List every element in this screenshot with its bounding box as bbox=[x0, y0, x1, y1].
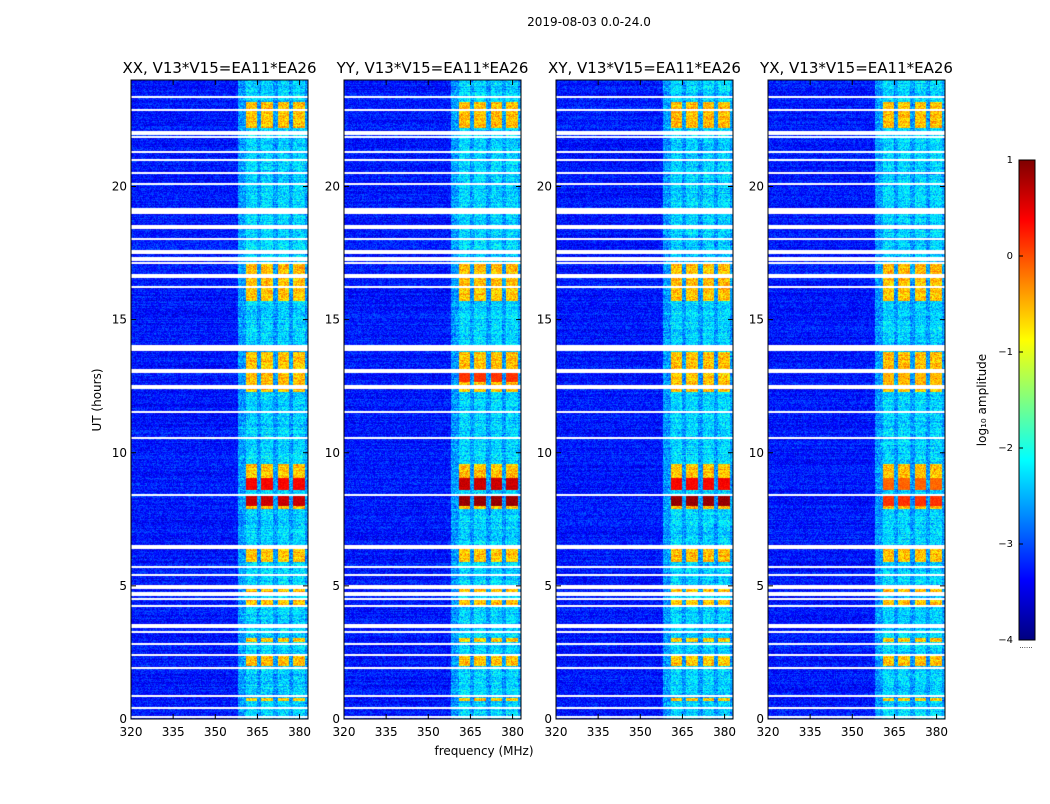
x-tick-label: 335 bbox=[587, 725, 610, 739]
x-tick-label: 380 bbox=[288, 725, 311, 739]
y-axis-label: UT (hours) bbox=[90, 368, 104, 431]
panel-title: XY, V13*V15=EA11*EA26 bbox=[548, 59, 741, 77]
x-tick-label: 365 bbox=[671, 725, 694, 739]
x-tick-label: 350 bbox=[417, 725, 440, 739]
x-tick-label: 380 bbox=[713, 725, 736, 739]
x-tick-label: 365 bbox=[883, 725, 906, 739]
panel-frame bbox=[767, 79, 946, 720]
y-tick-label: 5 bbox=[544, 579, 552, 593]
panel-2: YY, V13*V15=EA11*EA26 320 335 350 365 380 0 5 10… bbox=[325, 59, 529, 739]
y-tick-label: 15 bbox=[325, 313, 340, 327]
panel-frame bbox=[343, 79, 522, 720]
x-tick-label: 335 bbox=[375, 725, 398, 739]
panel-heatmap bbox=[344, 80, 521, 719]
colorbar-ticks: 1 0 −1 −2 −3 −4 bbox=[998, 155, 1023, 646]
y-tick-label: 0 bbox=[544, 712, 552, 726]
y-tick-label: 0 bbox=[332, 712, 340, 726]
y-tick-label: 15 bbox=[112, 313, 127, 327]
colorbar-tick-label: 1 bbox=[1007, 155, 1013, 166]
panel-title: YY, V13*V15=EA11*EA26 bbox=[336, 59, 529, 77]
y-tick-label: 0 bbox=[756, 712, 764, 726]
y-tick-label: 5 bbox=[119, 579, 127, 593]
panel-1: XX, V13*V15=EA11*EA26 320 335 350 365 380 0 5 10… bbox=[112, 59, 317, 739]
x-tick-label: 350 bbox=[204, 725, 227, 739]
y-tick-label: 15 bbox=[537, 313, 552, 327]
y-tick-label: 15 bbox=[749, 313, 764, 327]
x-axis-label: frequency (MHz) bbox=[434, 744, 533, 758]
x-tick-label: 350 bbox=[629, 725, 652, 739]
y-tick-label: 10 bbox=[325, 446, 340, 460]
panel-title: YX, V13*V15=EA11*EA26 bbox=[759, 59, 953, 77]
panel-heatmap bbox=[556, 80, 733, 719]
y-tick-label: 10 bbox=[112, 446, 127, 460]
panels: XX, V13*V15=EA11*EA26 320 335 350 365 380 0 5 10… bbox=[112, 59, 953, 739]
panel-3: XY, V13*V15=EA11*EA26 320 335 350 365 380 0 5 10… bbox=[537, 59, 741, 739]
x-tick-label: 335 bbox=[162, 725, 185, 739]
y-tick-label: 10 bbox=[749, 446, 764, 460]
colorbar-tick-label: −2 bbox=[998, 443, 1013, 454]
colorbar-tick-label: −3 bbox=[998, 539, 1013, 550]
y-tick-label: 20 bbox=[112, 180, 127, 194]
y-tick-label: 5 bbox=[756, 579, 764, 593]
x-tick-label: 380 bbox=[501, 725, 524, 739]
x-tick-label: 320 bbox=[757, 725, 780, 739]
x-tick-label: 365 bbox=[459, 725, 482, 739]
x-tick-label: 365 bbox=[246, 725, 269, 739]
x-tick-label: 335 bbox=[799, 725, 822, 739]
panel-4: YX, V13*V15=EA11*EA26 320 335 350 365 380 0 5 10… bbox=[749, 59, 953, 739]
colorbar-tick-label: 0 bbox=[1007, 251, 1013, 262]
y-tick-label: 0 bbox=[119, 712, 127, 726]
y-tick-label: 20 bbox=[325, 180, 340, 194]
x-tick-label: 380 bbox=[925, 725, 948, 739]
panel-frame bbox=[555, 79, 734, 720]
x-tick-label: 350 bbox=[841, 725, 864, 739]
colorbar-tick-label: −1 bbox=[998, 347, 1013, 358]
y-tick-label: 20 bbox=[749, 180, 764, 194]
y-tick-label: 10 bbox=[537, 446, 552, 460]
figure-suptitle: 2019-08-03 0.0-24.0 bbox=[527, 15, 651, 29]
panel-title: XX, V13*V15=EA11*EA26 bbox=[122, 59, 316, 77]
x-tick-label: 320 bbox=[333, 725, 356, 739]
colorbar-extra-label: ...... bbox=[1019, 642, 1032, 650]
x-tick-label: 320 bbox=[545, 725, 568, 739]
panel-heatmap bbox=[768, 80, 945, 719]
y-tick-label: 20 bbox=[537, 180, 552, 194]
panel-frame bbox=[130, 79, 309, 720]
colorbar: 1 0 −1 −2 −3 −4 log₁₀ amplitude ...... bbox=[975, 155, 1036, 650]
colorbar-label: log₁₀ amplitude bbox=[975, 354, 989, 446]
colorbar-tick-label: −4 bbox=[998, 635, 1013, 646]
panel-heatmap bbox=[131, 80, 308, 719]
y-tick-label: 5 bbox=[332, 579, 340, 593]
colorbar-gradient bbox=[1018, 159, 1036, 641]
x-tick-label: 320 bbox=[120, 725, 143, 739]
